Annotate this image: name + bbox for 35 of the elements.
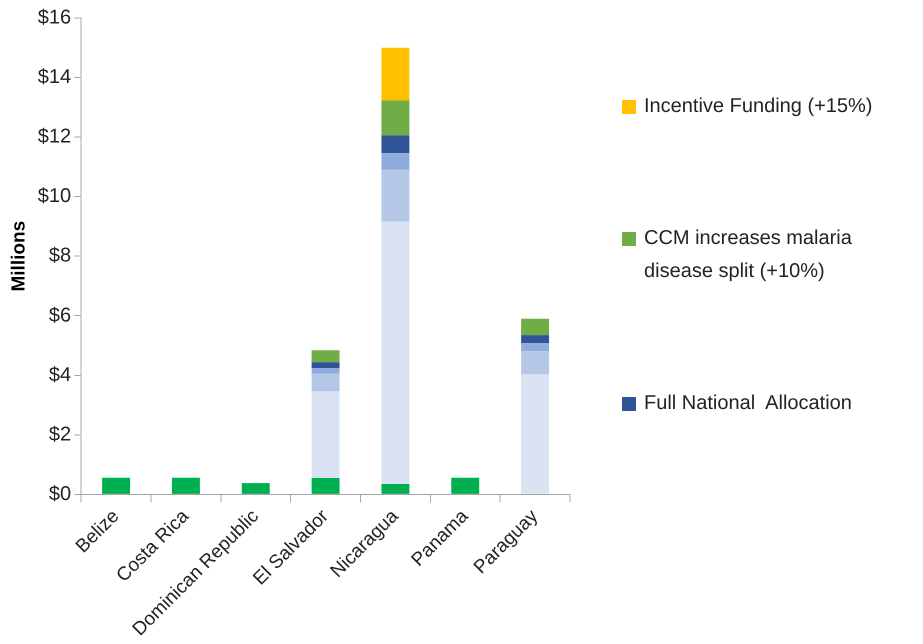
bar	[242, 483, 270, 494]
y-tick-label: $8	[48, 244, 72, 267]
legend-label: Full National Allocation	[644, 391, 853, 416]
bar	[381, 48, 410, 100]
bar	[381, 100, 410, 136]
bar	[521, 335, 550, 344]
bar	[312, 368, 340, 374]
y-tick-label: $10	[38, 185, 72, 208]
y-tick-label: $6	[48, 304, 72, 326]
bar	[381, 153, 410, 170]
bar	[521, 374, 550, 494]
bar	[172, 478, 200, 494]
bar	[312, 362, 340, 368]
y-tick-label: $4	[48, 364, 72, 386]
y-tick-label: $0	[48, 482, 72, 505]
bar	[521, 351, 550, 374]
bar	[521, 343, 550, 352]
y-tick-label: $12	[38, 126, 72, 148]
bar	[312, 478, 340, 494]
bar	[102, 478, 130, 494]
y-axis-title: Millions	[8, 220, 30, 292]
y-tick-label: $16	[38, 6, 72, 29]
bar	[381, 484, 410, 494]
bar	[381, 135, 410, 154]
y-tick-label: $14	[38, 66, 72, 88]
y-tick-label: $2	[48, 423, 72, 446]
bar	[451, 478, 480, 494]
bar	[381, 222, 410, 484]
bar	[521, 318, 550, 336]
bar	[312, 391, 340, 478]
legend-label: Incentive Funding (+15%)	[644, 94, 874, 119]
bar	[312, 350, 340, 362]
bar	[312, 374, 340, 392]
legend-label: CCM increases malaria disease split (+10%)	[644, 226, 853, 284]
bar	[381, 170, 410, 222]
